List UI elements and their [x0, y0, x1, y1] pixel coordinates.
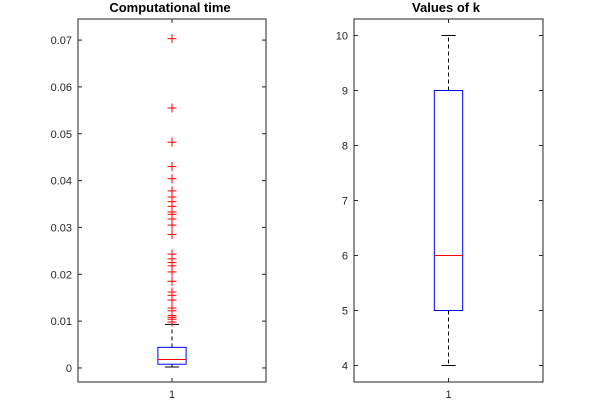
y-tick-label: 5 — [342, 306, 348, 318]
outlier-marker — [167, 103, 177, 113]
y-tick-label: 0 — [66, 363, 72, 375]
y-tick-label: 0.02 — [51, 269, 72, 281]
y-tick-label: 0.06 — [51, 82, 72, 94]
y-tick-label: 10 — [336, 31, 348, 43]
y-tick-label: 9 — [342, 86, 348, 98]
outlier-marker — [167, 137, 177, 147]
x-tick-label: 1 — [445, 389, 451, 401]
chart-title: Values of k — [412, 0, 481, 15]
outlier-marker — [167, 162, 177, 172]
outlier-marker — [167, 267, 177, 277]
y-tick-label: 0.04 — [51, 176, 72, 188]
y-tick-label: 0.07 — [51, 35, 72, 47]
boxplot-computational-time: Computational time 0 0.01 0.02 0.03 0.04 0.05… — [51, 0, 267, 401]
iqr-box — [157, 346, 187, 365]
y-tick-label: 0.01 — [51, 316, 72, 328]
outlier-marker — [167, 317, 177, 327]
y-tick-label: 8 — [342, 141, 348, 153]
chart-title: Computational time — [109, 0, 230, 15]
y-tick-label: 0.03 — [51, 222, 72, 234]
outlier-marker — [167, 229, 177, 239]
outlier-marker — [167, 34, 177, 44]
y-tick-label: 7 — [342, 196, 348, 208]
y-tick-label: 4 — [342, 361, 348, 373]
boxplot-values-of-k: Values of k 4 5 6 7 8 9 10 1 — [336, 0, 544, 401]
y-tick-label: 6 — [342, 251, 348, 263]
outlier-marker — [167, 174, 177, 184]
y-tick-label: 0.05 — [51, 129, 72, 141]
outlier-marker — [167, 220, 177, 230]
outlier-marker — [167, 276, 177, 286]
x-tick-label: 1 — [169, 389, 175, 401]
outlier-marker — [167, 295, 177, 305]
iqr-box — [433, 90, 464, 311]
